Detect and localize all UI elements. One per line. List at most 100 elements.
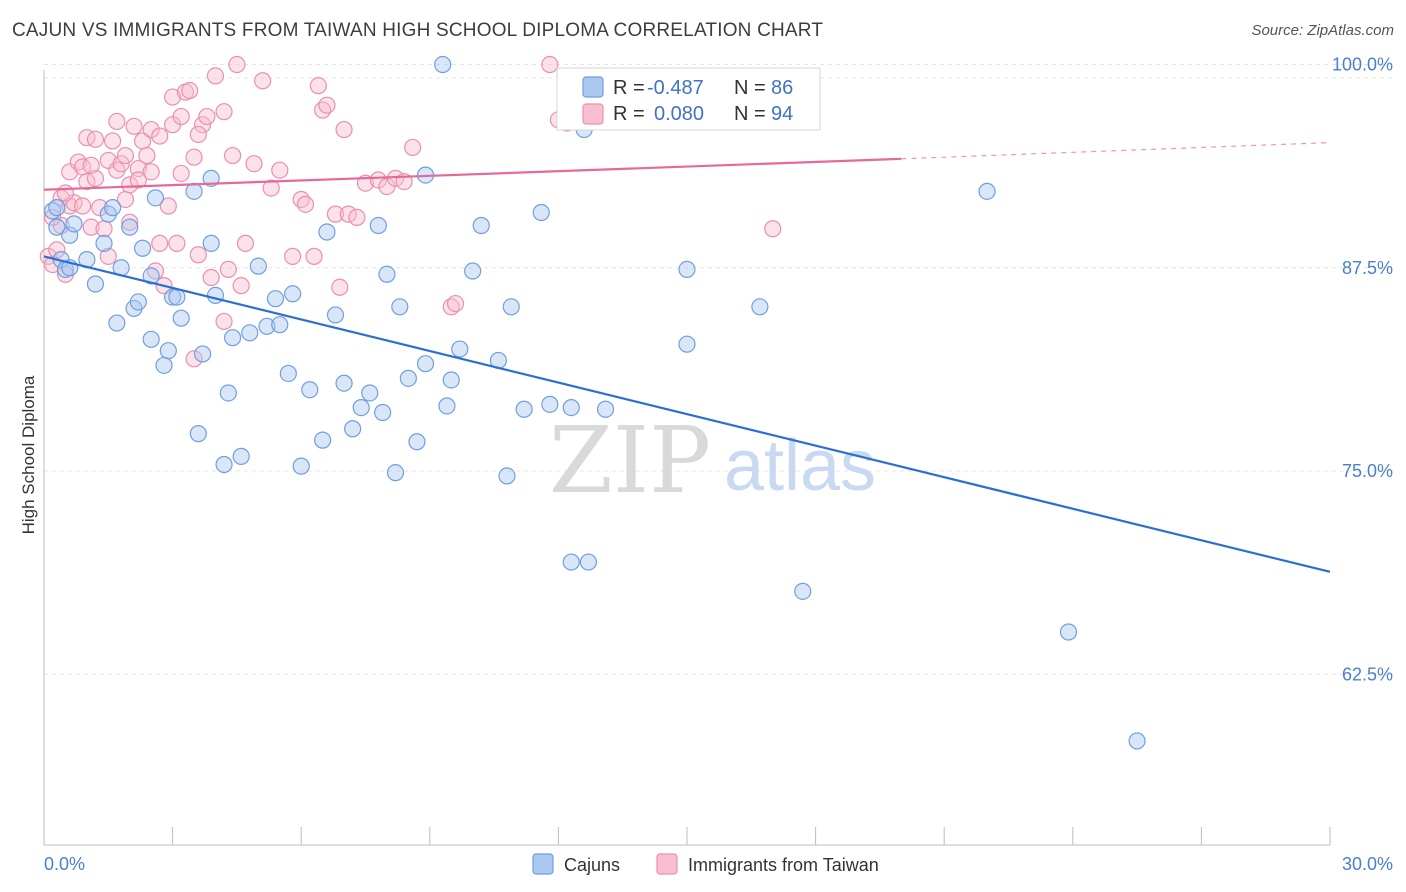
cajun-point bbox=[344, 420, 362, 438]
cajun-point bbox=[391, 298, 409, 316]
cajun-point bbox=[95, 234, 113, 252]
watermark-zip: ZIP bbox=[549, 407, 711, 514]
taiwan-point bbox=[121, 213, 139, 231]
taiwan-point bbox=[142, 163, 160, 181]
cajun-point bbox=[292, 457, 310, 475]
legend-swatch-cajuns bbox=[582, 76, 604, 98]
taiwan-point bbox=[202, 268, 220, 287]
taiwan-point bbox=[86, 169, 105, 187]
taiwan-point bbox=[142, 120, 160, 139]
cajun-point bbox=[61, 226, 79, 244]
taiwan-point bbox=[48, 241, 66, 259]
taiwan-point bbox=[73, 197, 92, 215]
taiwan-point bbox=[125, 117, 143, 135]
cajun-point bbox=[48, 199, 66, 217]
taiwan-point bbox=[369, 171, 387, 189]
y-axis-title: High School Diploma bbox=[19, 375, 38, 534]
legend-r-value-2: 0.080 bbox=[654, 103, 704, 125]
taiwan-point bbox=[331, 278, 349, 296]
taiwan-point bbox=[446, 294, 465, 313]
taiwan-point bbox=[215, 103, 233, 121]
taiwan-point bbox=[236, 234, 255, 252]
cajun-point bbox=[258, 317, 276, 335]
cajun-point bbox=[172, 309, 190, 327]
taiwan-point bbox=[219, 260, 237, 278]
taiwan-point bbox=[95, 220, 113, 238]
taiwan-point bbox=[86, 130, 105, 148]
cajun-point bbox=[532, 203, 550, 222]
taiwan-point bbox=[91, 199, 109, 217]
cajun-point bbox=[232, 447, 250, 465]
cajun-point bbox=[202, 169, 220, 187]
cajun-point bbox=[142, 267, 160, 285]
cajun-point bbox=[399, 369, 417, 387]
trend-lines bbox=[43, 141, 1331, 573]
cajun-point bbox=[596, 400, 615, 418]
taiwan-point bbox=[305, 247, 323, 265]
cajun-point bbox=[438, 397, 456, 415]
trend-line-cajuns bbox=[43, 255, 1331, 573]
taiwan-point bbox=[318, 96, 336, 114]
y-tick-label: 75.0% bbox=[1342, 461, 1393, 481]
taiwan-point bbox=[228, 55, 246, 74]
legend-bottom-label-taiwan: Immigrants from Taiwan bbox=[688, 855, 879, 875]
cajun-point bbox=[279, 364, 297, 383]
cajun-point bbox=[1059, 623, 1078, 641]
cajun-point bbox=[451, 340, 469, 358]
taiwan-point bbox=[151, 127, 169, 145]
taiwan-point bbox=[172, 164, 190, 183]
watermark-atlas: atlas bbox=[724, 426, 876, 506]
taiwan-point bbox=[116, 146, 135, 165]
taiwan-point bbox=[224, 146, 242, 165]
chart-title: CAJUN VS IMMIGRANTS FROM TAIWAN HIGH SCH… bbox=[12, 20, 824, 41]
taiwan-point bbox=[61, 163, 79, 181]
cajun-point bbox=[249, 257, 267, 275]
cajun-point bbox=[206, 286, 225, 305]
cajun-point bbox=[416, 355, 435, 373]
legend-r-label-1: R = bbox=[613, 77, 645, 99]
series-immigrants-from-taiwan bbox=[39, 55, 782, 368]
taiwan-point bbox=[296, 195, 315, 213]
cajun-point bbox=[133, 239, 152, 257]
cajun-point bbox=[515, 400, 533, 418]
cajun-point bbox=[369, 216, 387, 235]
cajun-point bbox=[541, 395, 559, 413]
cajun-point bbox=[146, 189, 165, 207]
taiwan-point bbox=[103, 132, 122, 150]
taiwan-point bbox=[271, 161, 289, 179]
cajun-point bbox=[189, 425, 207, 443]
taiwan-point bbox=[206, 67, 225, 85]
legend-n-value-1: 86 bbox=[771, 77, 793, 99]
legend-n-value-2: 94 bbox=[771, 103, 793, 125]
y-tick-label: 100.0% bbox=[1332, 55, 1393, 75]
taiwan-point bbox=[254, 72, 272, 90]
cajun-point bbox=[202, 234, 220, 252]
taiwan-point bbox=[168, 234, 186, 252]
y-tick-label: 62.5% bbox=[1342, 664, 1393, 684]
cajun-point bbox=[129, 293, 147, 311]
cajun-point bbox=[562, 553, 580, 571]
taiwan-point bbox=[78, 129, 96, 147]
cajun-point bbox=[108, 314, 126, 332]
cajun-point bbox=[562, 399, 580, 417]
legend-r-label-2: R = bbox=[613, 103, 645, 125]
cajun-point bbox=[194, 345, 212, 363]
taiwan-point bbox=[232, 277, 250, 295]
cajun-point bbox=[266, 290, 285, 308]
taiwan-point bbox=[335, 120, 353, 139]
taiwan-point bbox=[404, 138, 422, 157]
cajun-point bbox=[241, 324, 259, 342]
cajun-point bbox=[271, 316, 289, 334]
taiwan-point bbox=[129, 171, 147, 189]
cajun-point bbox=[155, 356, 173, 374]
cajun-point bbox=[498, 467, 516, 485]
cajun-point bbox=[374, 403, 392, 422]
legend-bottom-swatch-cajuns bbox=[532, 853, 554, 875]
taiwan-point bbox=[108, 112, 126, 131]
gridlines bbox=[44, 64, 1393, 675]
cajun-point bbox=[472, 216, 490, 235]
legend-r-value-1: -0.487 bbox=[647, 77, 704, 99]
cajun-point bbox=[361, 384, 379, 402]
legend-top: R = -0.487 N = 86 R = 0.080 N = 94 bbox=[556, 67, 821, 131]
